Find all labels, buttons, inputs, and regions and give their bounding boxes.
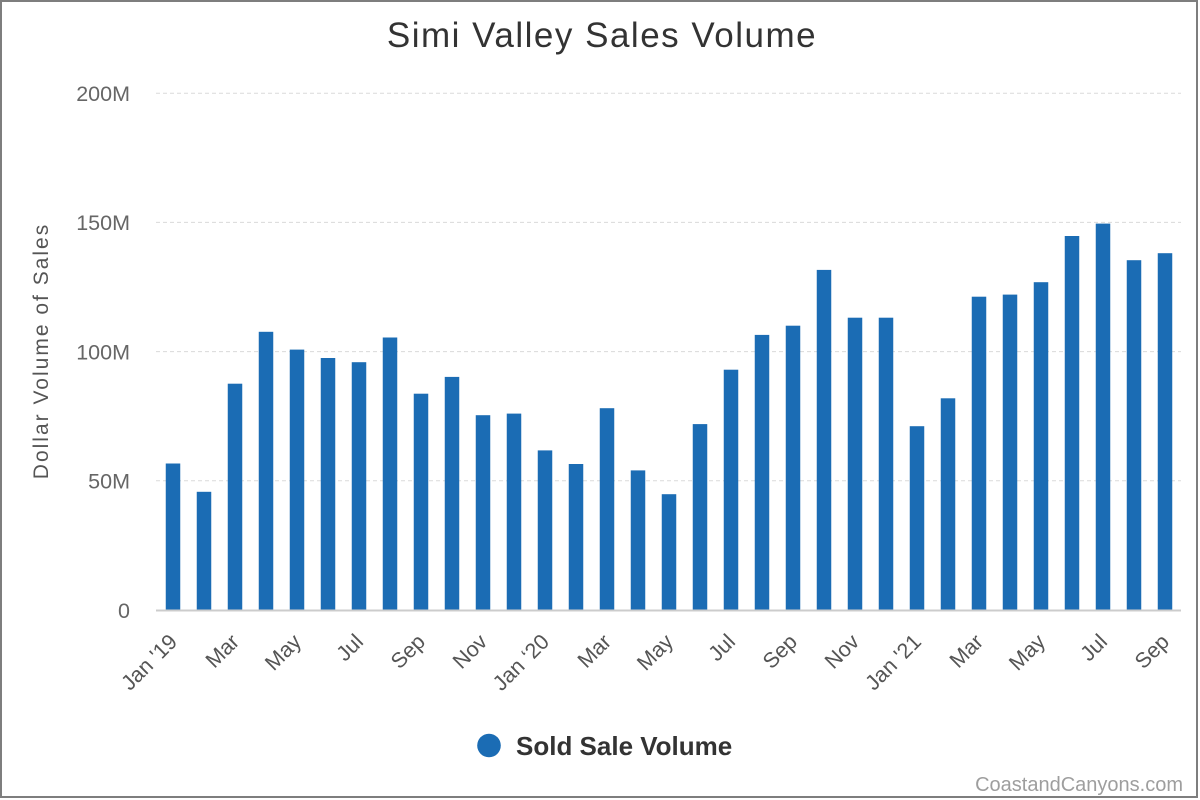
svg-text:50M: 50M bbox=[88, 470, 130, 494]
svg-text:CoastandCanyons.com: CoastandCanyons.com bbox=[975, 774, 1183, 796]
svg-text:0: 0 bbox=[118, 599, 130, 623]
svg-text:150M: 150M bbox=[76, 211, 130, 235]
svg-text:100M: 100M bbox=[76, 340, 130, 364]
svg-text:Simi Valley Sales Volume: Simi Valley Sales Volume bbox=[387, 16, 817, 55]
svg-text:Dollar Volume of Sales: Dollar Volume of Sales bbox=[30, 223, 53, 479]
svg-text:Sold Sale Volume: Sold Sale Volume bbox=[516, 731, 732, 761]
svg-text:200M: 200M bbox=[76, 82, 130, 106]
